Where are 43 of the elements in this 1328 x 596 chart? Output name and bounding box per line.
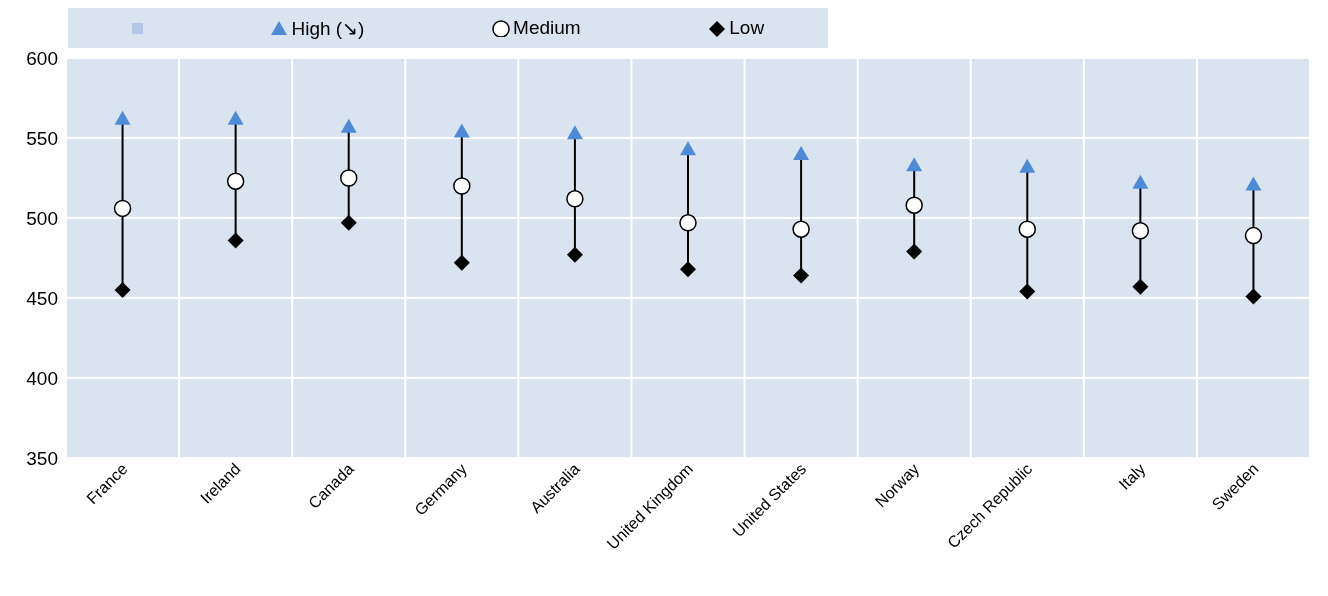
point — [906, 243, 923, 260]
point — [793, 146, 810, 160]
point — [453, 177, 471, 195]
point — [566, 246, 583, 263]
legend-label: High (↘) — [291, 16, 365, 40]
point — [1131, 222, 1150, 240]
point — [1245, 176, 1262, 191]
point — [680, 261, 696, 278]
point — [566, 125, 583, 140]
point — [453, 254, 470, 271]
legend-label: Low — [729, 17, 765, 39]
point — [227, 232, 244, 249]
y-tick-label: 550 — [26, 127, 58, 149]
point — [566, 190, 584, 208]
x-tick-label: Italy — [1115, 460, 1149, 493]
point — [114, 282, 131, 298]
y-tick-label: 400 — [26, 367, 58, 389]
point — [113, 199, 132, 218]
point — [1244, 226, 1263, 245]
point — [114, 110, 131, 125]
point — [793, 267, 810, 284]
point — [1018, 220, 1037, 238]
point — [1245, 288, 1262, 305]
point — [340, 118, 357, 133]
point — [1019, 283, 1036, 300]
point — [453, 123, 470, 138]
y-tick-label: 600 — [26, 47, 58, 69]
y-tick-label: 350 — [26, 447, 58, 469]
point — [1132, 278, 1149, 295]
point — [906, 157, 923, 172]
point — [905, 196, 923, 214]
point — [339, 169, 358, 187]
point — [227, 110, 244, 125]
point — [1132, 174, 1149, 189]
y-tick-label: 500 — [26, 207, 58, 229]
point — [226, 172, 245, 190]
y-tick-label: 450 — [26, 287, 58, 309]
point — [792, 220, 810, 238]
point — [1019, 158, 1036, 173]
legend-label: Medium — [513, 17, 581, 39]
point — [340, 214, 357, 231]
point — [679, 214, 697, 232]
point — [680, 141, 696, 156]
